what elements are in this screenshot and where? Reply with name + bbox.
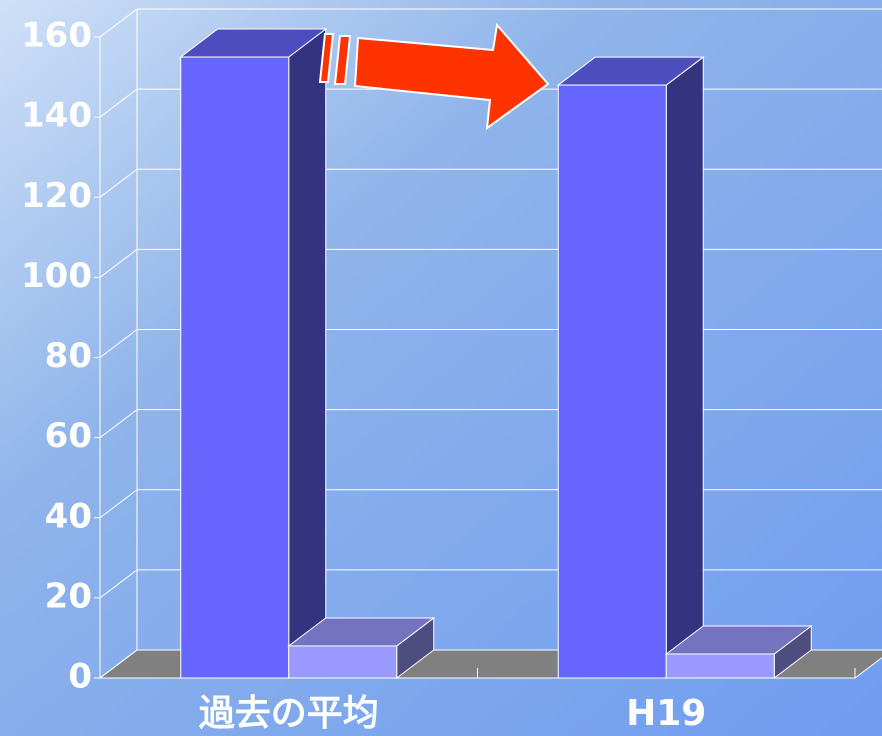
y-tick-label: 160	[21, 16, 92, 56]
y-tick-label: 120	[21, 176, 92, 216]
x-tick-label: 過去の平均	[199, 693, 379, 734]
y-tick-label: 140	[21, 96, 92, 136]
bar-front	[665, 653, 775, 679]
side-grid-line	[99, 569, 138, 599]
bar-front	[288, 645, 398, 679]
bar-front	[557, 84, 667, 679]
y-tick-label: 20	[45, 576, 92, 616]
y-tick-label: 0	[68, 657, 92, 697]
side-grid-line	[99, 409, 138, 439]
bar	[556, 56, 705, 680]
bar-front	[180, 56, 290, 679]
bar-side	[665, 56, 704, 680]
bar	[179, 28, 328, 680]
bar-side	[288, 28, 327, 680]
y-tick-label: 80	[45, 336, 92, 376]
side-grid-line	[99, 8, 138, 38]
bar	[664, 624, 813, 680]
side-grid-line	[99, 168, 138, 198]
side-grid-line	[99, 248, 138, 278]
side-grid-line	[99, 88, 138, 118]
bar	[287, 616, 436, 680]
plot-area: 0 20 40 60 80 100 120 140 160 過去の平均 H19	[21, 8, 882, 734]
side-grid-line	[99, 649, 138, 679]
side-grid-line	[99, 329, 138, 358]
y-tick-label: 60	[45, 416, 92, 456]
arrow	[318, 22, 550, 131]
y-tick-label: 40	[45, 496, 92, 536]
side-grid-line	[99, 489, 138, 519]
y-tick-label: 100	[21, 256, 92, 296]
x-tick-label: H19	[626, 693, 706, 734]
